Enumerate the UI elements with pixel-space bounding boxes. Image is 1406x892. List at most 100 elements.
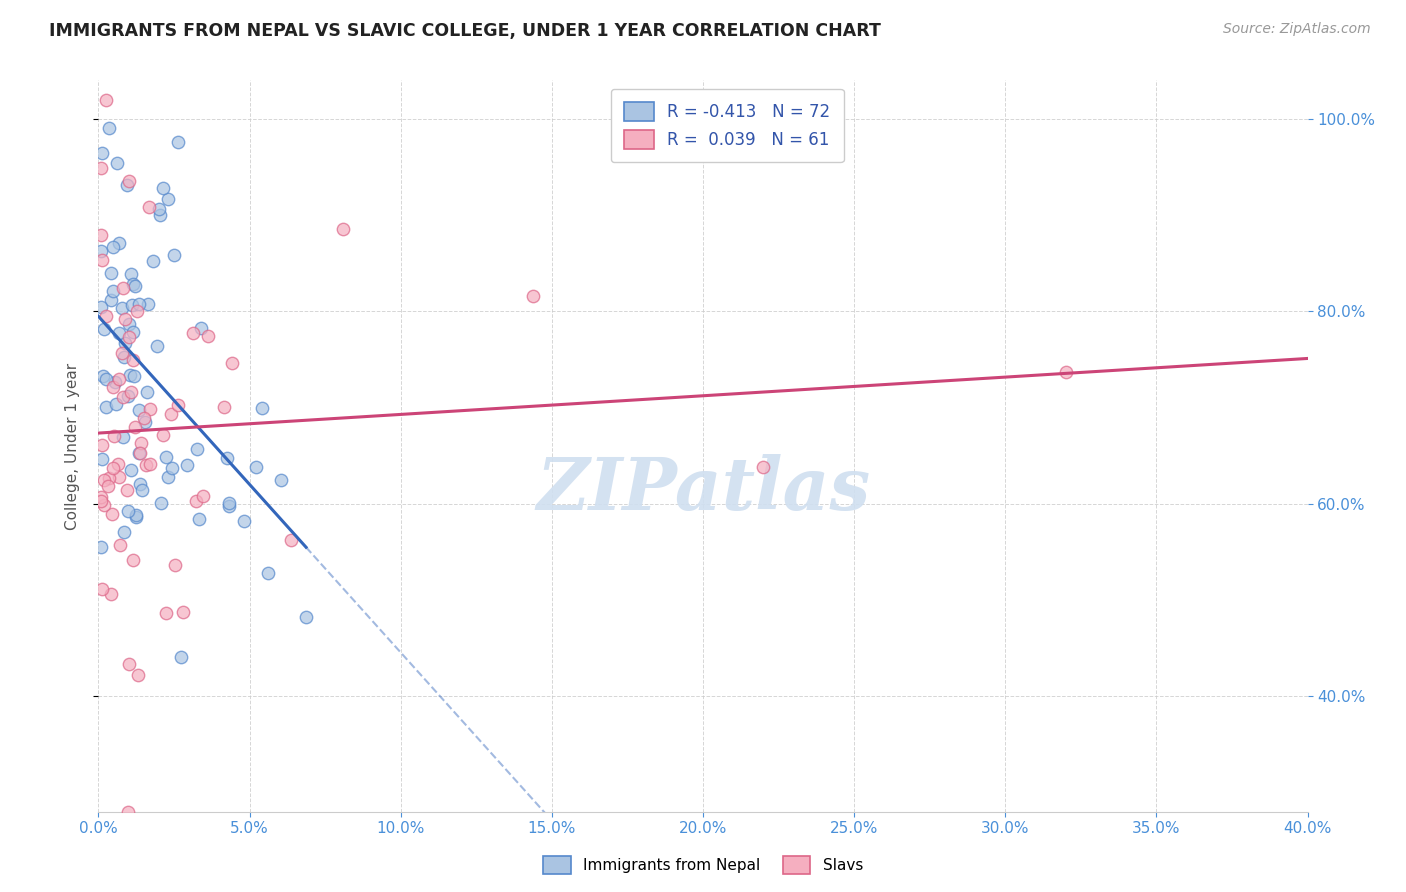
Point xyxy=(120,463,142,477)
Point xyxy=(125,508,148,522)
Point xyxy=(100,266,122,280)
Point xyxy=(186,442,208,456)
Point xyxy=(170,649,193,664)
Point xyxy=(117,329,139,343)
Point xyxy=(128,296,150,310)
Point xyxy=(124,420,146,434)
Point xyxy=(221,356,243,370)
Point xyxy=(1054,365,1077,379)
Point xyxy=(105,156,128,170)
Point xyxy=(122,553,145,567)
Point xyxy=(136,385,159,400)
Point xyxy=(90,227,112,242)
Point xyxy=(149,208,172,222)
Point xyxy=(96,309,118,323)
Point xyxy=(121,298,143,312)
Point xyxy=(91,146,114,161)
Point xyxy=(98,120,121,135)
Point xyxy=(138,457,160,471)
Text: IMMIGRANTS FROM NEPAL VS SLAVIC COLLEGE, UNDER 1 YEAR CORRELATION CHART: IMMIGRANTS FROM NEPAL VS SLAVIC COLLEGE,… xyxy=(49,22,882,40)
Point xyxy=(152,180,174,194)
Text: ZIPatlas: ZIPatlas xyxy=(536,454,870,525)
Point xyxy=(233,514,256,528)
Point xyxy=(145,339,167,353)
Point xyxy=(91,438,114,452)
Point xyxy=(218,499,240,513)
Point xyxy=(163,248,186,262)
Point xyxy=(117,178,139,192)
Point xyxy=(94,93,117,107)
Point xyxy=(90,541,112,555)
Point xyxy=(91,253,114,268)
Point xyxy=(191,489,214,503)
Point xyxy=(148,202,170,216)
Point xyxy=(163,558,186,572)
Point xyxy=(90,244,112,258)
Point xyxy=(114,311,136,326)
Point xyxy=(152,428,174,442)
Point xyxy=(96,401,118,415)
Point xyxy=(172,605,194,619)
Point xyxy=(115,483,138,497)
Point xyxy=(270,474,292,488)
Point xyxy=(101,460,124,475)
Point xyxy=(157,193,180,207)
Point xyxy=(128,446,150,460)
Point xyxy=(93,322,115,336)
Point xyxy=(217,451,239,466)
Point xyxy=(176,458,198,472)
Point xyxy=(129,477,152,491)
Point xyxy=(127,667,149,681)
Point xyxy=(183,326,205,340)
Point xyxy=(104,376,127,390)
Point xyxy=(212,400,235,414)
Point xyxy=(250,401,273,415)
Point xyxy=(103,428,125,442)
Point xyxy=(111,301,134,315)
Point xyxy=(114,336,136,351)
Point xyxy=(190,321,212,335)
Point xyxy=(112,430,135,444)
Point xyxy=(100,293,122,308)
Point xyxy=(245,460,267,475)
Point xyxy=(94,372,117,386)
Point xyxy=(187,512,209,526)
Point xyxy=(108,470,131,484)
Point xyxy=(117,504,139,518)
Point xyxy=(155,450,177,465)
Point xyxy=(105,397,128,411)
Point xyxy=(139,401,162,416)
Point xyxy=(127,304,149,318)
Point xyxy=(121,277,143,291)
Point xyxy=(97,471,120,485)
Point xyxy=(120,267,142,281)
Point xyxy=(218,496,240,510)
Point xyxy=(156,470,179,484)
Point xyxy=(280,533,302,548)
Point xyxy=(90,493,112,508)
Point xyxy=(108,372,131,386)
Point xyxy=(90,582,112,596)
Point xyxy=(112,525,135,540)
Y-axis label: College, Under 1 year: College, Under 1 year xyxy=(65,362,80,530)
Point xyxy=(125,509,148,524)
Point xyxy=(118,318,141,332)
Point xyxy=(138,200,160,214)
Point xyxy=(118,174,141,188)
Point xyxy=(101,285,124,299)
Point xyxy=(134,410,156,425)
Point xyxy=(128,403,150,417)
Point xyxy=(122,325,145,339)
Point xyxy=(90,300,112,314)
Text: Source: ZipAtlas.com: Source: ZipAtlas.com xyxy=(1223,22,1371,37)
Point xyxy=(135,458,157,473)
Point xyxy=(129,436,152,450)
Point xyxy=(149,496,172,510)
Point xyxy=(131,483,153,497)
Point xyxy=(103,380,125,394)
Point xyxy=(91,368,114,383)
Point xyxy=(108,538,131,552)
Point xyxy=(167,135,190,149)
Point xyxy=(522,289,544,303)
Point xyxy=(118,368,141,382)
